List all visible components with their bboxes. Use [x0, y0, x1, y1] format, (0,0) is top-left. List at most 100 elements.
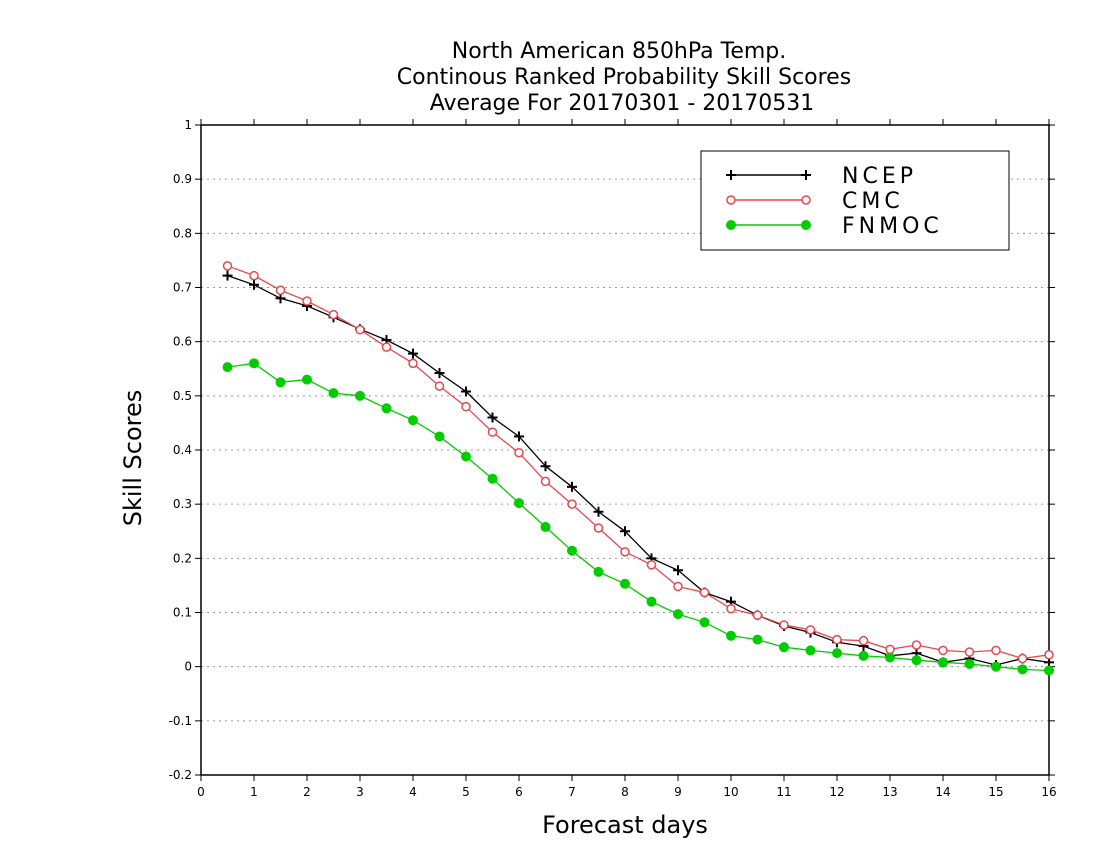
legend-entry-fnmoc: FNMOC: [726, 214, 943, 239]
data-point-cmc: [832, 634, 842, 645]
data-point-ncep: [567, 481, 577, 492]
data-point-fnmoc: [699, 617, 710, 628]
x-tick-label: 5: [462, 785, 470, 799]
data-point-fnmoc: [752, 634, 763, 645]
x-tick-label: 13: [882, 785, 897, 799]
data-point-ncep: [514, 431, 524, 442]
data-point-ncep: [408, 348, 418, 359]
x-tick-label: 4: [409, 785, 417, 799]
legend-marker: [726, 220, 736, 230]
y-tick-label: 0.3: [173, 497, 192, 511]
data-point-fnmoc: [964, 658, 975, 669]
legend-marker: [801, 220, 811, 230]
y-tick-label: -0.1: [169, 714, 192, 728]
data-point-cmc: [752, 610, 763, 620]
legend-entry-ncep: NCEP: [726, 164, 917, 189]
data-point-ncep: [461, 386, 471, 397]
data-point-fnmoc: [991, 661, 1001, 672]
chart-title-line-2: Continous Ranked Probability Skill Score…: [397, 65, 851, 90]
data-point-fnmoc: [858, 650, 869, 661]
data-point-fnmoc: [779, 642, 789, 653]
legend-label-fnmoc: FNMOC: [842, 214, 943, 239]
y-tick-label: 0.7: [173, 281, 192, 295]
data-point-cmc: [646, 560, 657, 570]
y-tick-label: 0.6: [173, 335, 192, 349]
x-tick-label: 11: [776, 785, 791, 799]
data-point-fnmoc: [567, 545, 577, 556]
data-point-cmc: [620, 547, 630, 557]
data-point-cmc: [964, 647, 975, 657]
data-point-cmc: [1017, 653, 1028, 664]
data-point-fnmoc: [646, 596, 657, 607]
series-layer: [222, 261, 1054, 676]
x-tick-label: 12: [829, 785, 844, 799]
y-tick-label: 0.8: [173, 226, 192, 240]
data-point-ncep: [593, 506, 604, 517]
data-point-cmc: [673, 581, 683, 592]
data-point-fnmoc: [487, 473, 498, 484]
data-point-cmc: [222, 261, 233, 271]
data-point-cmc: [699, 587, 710, 598]
data-point-fnmoc: [461, 451, 471, 462]
data-point-cmc: [938, 645, 948, 656]
data-point-ncep: [249, 279, 259, 290]
y-tick-label: 0.4: [173, 443, 192, 457]
gridlines: [201, 178, 1049, 722]
legend-label-ncep: NCEP: [842, 164, 917, 189]
x-tick-label: 14: [935, 785, 950, 799]
x-axis-ticks: 0 1 2 3 4 5 6 7 8 9 10 11 12 13 14 15 16: [197, 119, 1057, 799]
data-point-ncep: [673, 565, 683, 576]
data-point-fnmoc: [593, 566, 604, 577]
legend-marker: [801, 195, 811, 205]
y-axis-ticks: -0.2 -0.1 0 0.1 0.2 0.3 0.4 0.5 0.6 0.7 0.8 0.9 1: [169, 118, 1055, 782]
data-point-ncep: [540, 461, 551, 472]
data-point-fnmoc: [911, 655, 922, 666]
plot-frame: [200, 124, 1050, 776]
x-tick-label: 15: [988, 785, 1003, 799]
y-tick-label: 1: [184, 118, 192, 132]
x-tick-label: 16: [1041, 785, 1056, 799]
series-line-ncep: [227, 274, 1050, 666]
data-point-cmc: [434, 381, 445, 391]
series-cmc: [222, 261, 1054, 664]
legend-label-cmc: CMC: [842, 189, 904, 214]
legend-marker: [726, 195, 736, 205]
x-tick-label: 10: [723, 785, 738, 799]
data-point-cmc: [1044, 650, 1054, 660]
data-point-fnmoc: [355, 390, 365, 401]
data-point-fnmoc: [620, 578, 630, 589]
data-point-ncep: [222, 270, 233, 281]
x-tick-label: 2: [303, 785, 311, 799]
data-point-fnmoc: [1044, 665, 1054, 676]
legend-entry-cmc: CMC: [726, 189, 904, 214]
y-axis-label: Skill Scores: [119, 390, 147, 527]
data-point-ncep: [620, 526, 630, 537]
data-point-fnmoc: [832, 648, 842, 659]
data-point-fnmoc: [434, 431, 445, 442]
data-point-cmc: [487, 427, 498, 437]
data-point-cmc: [408, 358, 418, 369]
x-tick-label: 3: [356, 785, 364, 799]
x-axis-label: Forecast days: [542, 811, 708, 839]
data-point-fnmoc: [540, 521, 551, 532]
series-line-fnmoc: [227, 362, 1050, 672]
y-tick-label: 0.9: [173, 172, 192, 186]
data-point-fnmoc: [249, 358, 259, 369]
data-point-cmc: [381, 342, 392, 352]
y-tick-label: 0.1: [173, 606, 192, 620]
y-tick-label: 0.2: [173, 551, 192, 565]
data-point-fnmoc: [938, 657, 948, 668]
series-fnmoc: [222, 358, 1054, 676]
y-tick-label: -0.2: [169, 768, 192, 782]
series-ncep: [222, 270, 1054, 671]
data-point-cmc: [514, 447, 524, 458]
y-tick-label: 0: [184, 660, 192, 674]
x-tick-label: 0: [197, 785, 205, 799]
data-point-fnmoc: [408, 415, 418, 426]
x-tick-label: 7: [568, 785, 576, 799]
data-point-cmc: [540, 476, 551, 487]
data-point-fnmoc: [805, 645, 816, 656]
data-point-cmc: [885, 644, 895, 655]
